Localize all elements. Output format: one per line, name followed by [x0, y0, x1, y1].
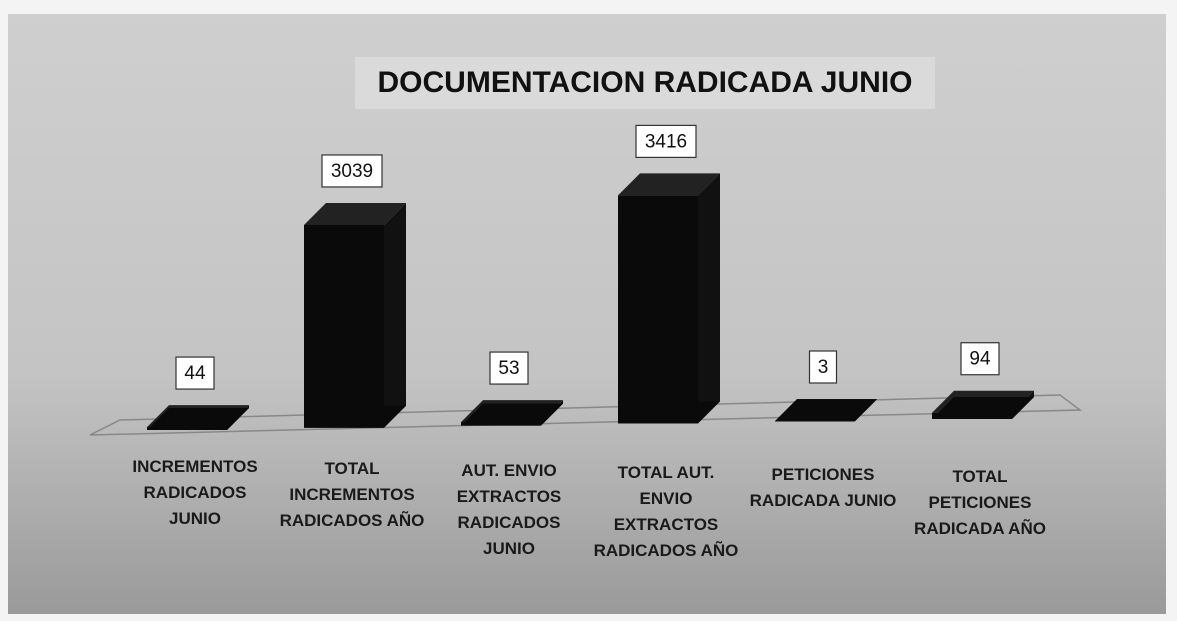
bar-front — [618, 195, 698, 424]
data-label-box — [321, 154, 383, 188]
bar-base — [618, 401, 720, 424]
floor — [89, 394, 1083, 436]
bar-front — [304, 224, 384, 428]
bar — [618, 173, 720, 424]
bar — [461, 400, 563, 426]
data-label: 3 — [818, 357, 829, 378]
bar-side — [384, 202, 406, 428]
bar-base — [147, 408, 249, 430]
bar — [304, 202, 406, 428]
data-label-box — [808, 350, 838, 384]
data-label-box — [635, 124, 697, 159]
data-label-box — [489, 351, 529, 385]
x-tick-label: INCREMENTOS RADICADOS JUNIO — [132, 457, 258, 528]
bar-top — [618, 173, 720, 196]
x-tick-label: PETICIONES RADICADA JUNIO — [749, 465, 897, 510]
bar-base — [775, 399, 877, 422]
data-label: 44 — [184, 363, 206, 384]
x-tick-label: TOTAL PETICIONES RADICADA AÑO — [914, 467, 1046, 538]
bar — [932, 390, 1034, 419]
chart-background — [8, 14, 1166, 614]
x-tick-label: TOTAL AUT. ENVIO EXTRACTOS RADICADOS AÑO — [593, 463, 739, 560]
bar-base — [461, 403, 563, 426]
data-label: 3416 — [645, 131, 687, 152]
bar-side — [698, 173, 720, 424]
data-label-box — [175, 356, 215, 390]
data-label: 3039 — [331, 161, 373, 182]
chart-title: DOCUMENTACION RADICADA JUNIO — [355, 57, 935, 109]
data-label: 53 — [498, 358, 519, 379]
x-tick-label: TOTAL INCREMENTOS RADICADOS AÑO — [279, 459, 425, 530]
bar-base — [304, 405, 406, 428]
bar — [147, 405, 249, 430]
x-tick-label: AUT. ENVIO EXTRACTOS RADICADOS JUNIO — [456, 461, 562, 558]
bar-front — [775, 420, 855, 422]
bar-top — [304, 202, 406, 225]
bar-base — [932, 397, 1034, 419]
bar — [775, 398, 877, 422]
data-label: 94 — [969, 349, 991, 370]
data-label-box — [960, 342, 1000, 376]
